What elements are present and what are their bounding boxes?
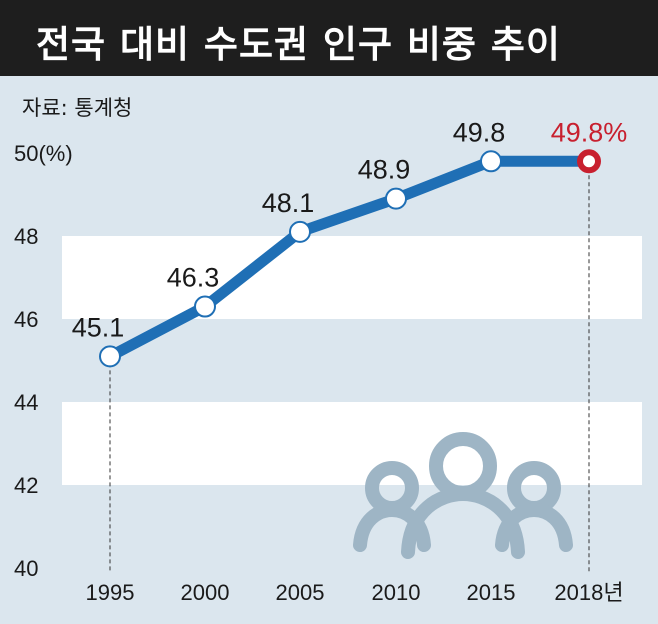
data-label: 49.8 xyxy=(453,117,506,147)
data-point xyxy=(194,295,216,318)
x-tick-label: 2018년 xyxy=(554,580,623,605)
data-label: 45.1 xyxy=(72,312,125,342)
guide-lines xyxy=(109,161,590,572)
grid-band xyxy=(62,153,642,236)
y-tick-label: 46 xyxy=(14,307,38,332)
data-label-highlight: 49.8% xyxy=(551,117,628,147)
y-tick-label: 48 xyxy=(14,224,38,249)
x-tick-label: 2000 xyxy=(181,580,230,605)
chart-title: 전국 대비 수도권 인구 비중 추이 xyxy=(36,23,561,66)
data-point xyxy=(480,150,502,173)
y-tick-label: 42 xyxy=(14,473,38,498)
data-markers xyxy=(99,149,601,368)
x-axis-ticks: 1995 2000 2005 2010 2015 2018년 xyxy=(86,580,624,605)
title-bar: 전국 대비 수도권 인구 비중 추이 xyxy=(0,0,658,76)
data-point xyxy=(289,220,311,243)
data-point xyxy=(99,345,121,368)
data-point-highlight xyxy=(577,149,601,174)
data-label: 48.9 xyxy=(358,155,411,185)
people-group-icon xyxy=(353,432,573,559)
data-label: 48.1 xyxy=(262,188,315,218)
x-tick-label: 2015 xyxy=(467,580,516,605)
source-note: 자료: 통계청 xyxy=(22,96,133,120)
y-tick-label: 40 xyxy=(14,556,38,581)
data-labels: 45.1 46.3 48.1 48.9 49.8 49.8% xyxy=(72,117,628,342)
x-tick-label: 2010 xyxy=(372,580,421,605)
data-label: 46.3 xyxy=(167,263,220,293)
series-line xyxy=(104,155,595,362)
x-tick-label: 1995 xyxy=(86,580,135,605)
grid-band xyxy=(62,236,642,319)
y-tick-label: 50(%) xyxy=(14,141,73,166)
data-point xyxy=(385,187,407,210)
x-tick-label: 2005 xyxy=(276,580,325,605)
y-tick-label: 44 xyxy=(14,390,38,415)
y-axis-ticks: 40 42 44 46 48 50(%) xyxy=(14,141,73,581)
